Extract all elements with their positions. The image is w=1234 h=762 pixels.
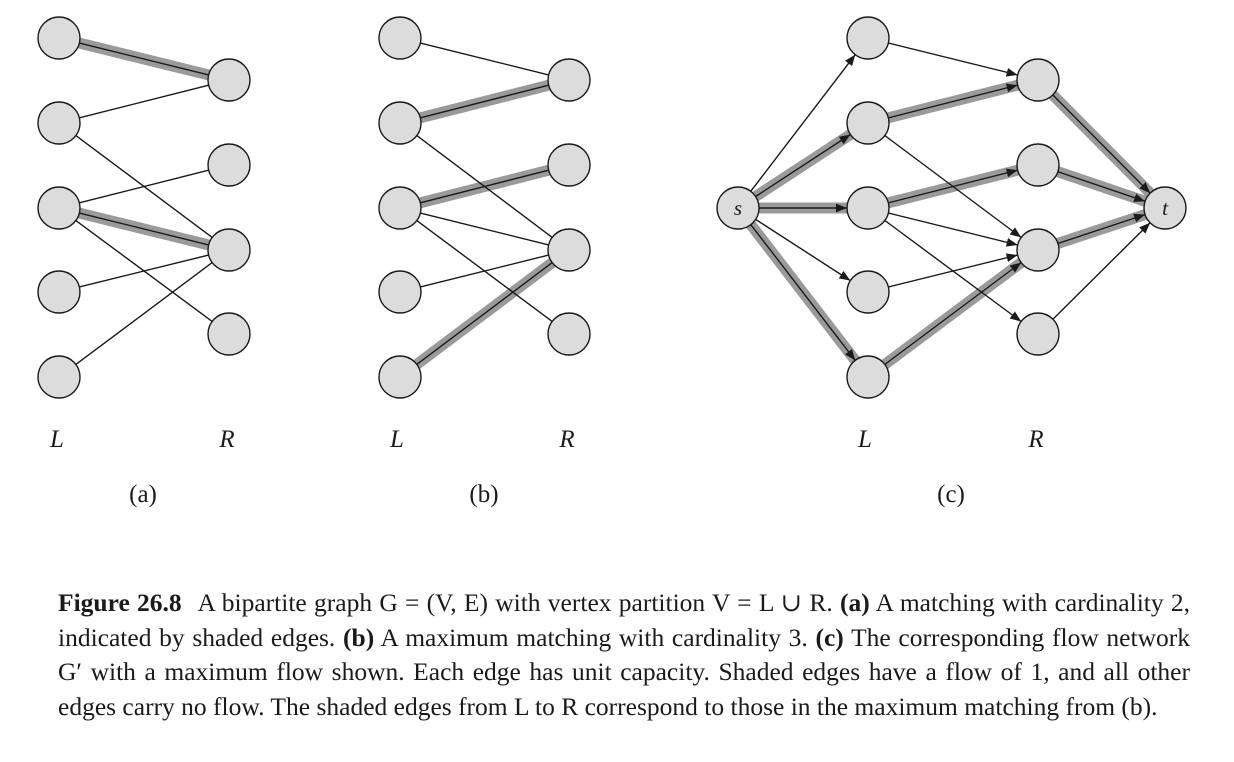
vertex-source: [716, 186, 760, 230]
edge-l2-r1: [79, 84, 209, 119]
edge-l4-r3: [888, 253, 1018, 288]
edge-r2-t: [1057, 171, 1146, 202]
left-partition-label: L: [857, 426, 872, 453]
caption-part-c-label: (c): [815, 622, 844, 652]
caption-intro: A bipartite graph G = (V, E) with vertex…: [197, 588, 833, 617]
vertex-left-l3: [378, 186, 422, 230]
edge-r1-t: [1052, 94, 1151, 194]
right-partition-label: R: [558, 426, 574, 453]
figure-number: Figure 26.8: [58, 588, 182, 617]
vertex-sink: [1143, 186, 1187, 230]
caption-part-a-text: A matching with cardinality 2, indicated…: [58, 588, 1190, 652]
caption-part-b-label: (b): [343, 622, 375, 652]
vertex-left-l2: [846, 101, 890, 145]
edge-l4-r3: [79, 254, 209, 288]
shade-layer: [78, 37, 210, 251]
edge-s-l5: [750, 224, 856, 361]
shade-layer: [746, 79, 1155, 369]
vertex-left-l4: [37, 270, 81, 314]
vertex-left-l5: [37, 355, 81, 399]
panel-label: (a): [129, 481, 157, 508]
vertex-left-l4: [378, 270, 422, 314]
edge-l2-r1: [888, 83, 1018, 119]
vertex-right-r4: [547, 312, 591, 356]
vertex-right-r2: [1016, 143, 1060, 187]
caption-part-c-text: The corresponding flow network G′ with a…: [58, 622, 1190, 721]
edge-layer: [750, 42, 1151, 365]
edge-l3-r3: [79, 212, 209, 246]
left-partition-label: L: [389, 426, 404, 453]
panel-a: L R (a): [37, 16, 251, 508]
shade-layer: [413, 79, 556, 369]
edge-l5-r3: [416, 262, 553, 365]
vertex-right-r2: [547, 143, 591, 187]
vertex-right-r1: [547, 58, 591, 102]
edge-l3-r3: [420, 212, 549, 246]
vertex-left-l3: [846, 186, 890, 230]
left-partition-label: L: [49, 426, 64, 453]
edge-s-l4: [755, 218, 851, 282]
edge-l1-r1: [79, 42, 209, 76]
edge-l4-r3: [420, 254, 549, 288]
vertex-right-r4: [1016, 312, 1060, 356]
vertex-right-r2: [207, 143, 251, 187]
node-layer: [37, 16, 251, 399]
edge-r4-t: [1052, 222, 1151, 320]
edge-layer: [75, 42, 213, 365]
panel-c: s tL R(c): [716, 16, 1187, 508]
edge-l3-r2: [420, 169, 549, 204]
vertex-right-r3: [207, 228, 251, 272]
panel-b: L R (b): [378, 16, 591, 508]
figure-caption: Figure 26.8 A bipartite graph G = (V, E)…: [58, 586, 1190, 724]
vertex-left-l2: [378, 101, 422, 145]
vertex-left-l2: [37, 101, 81, 145]
edge-r3-t: [1057, 213, 1146, 245]
caption-part-a-label: (a): [839, 588, 870, 617]
panel-label: (b): [469, 481, 498, 508]
node-layer: [378, 16, 591, 399]
figure-diagram: L R(a) L R(b) s tL R(c): [37, 16, 1187, 508]
source-label: s: [734, 196, 742, 220]
right-partition-label: R: [1027, 426, 1043, 453]
edge-layer: [416, 42, 553, 365]
edge-l5-r3: [884, 262, 1022, 365]
vertex-right-r1: [207, 58, 251, 102]
vertex-left-l1: [846, 16, 890, 60]
vertex-left-l4: [846, 270, 890, 314]
vertex-left-l5: [378, 355, 422, 399]
vertex-right-r3: [547, 228, 591, 272]
vertex-right-r4: [207, 312, 251, 356]
sink-label: t: [1162, 196, 1169, 220]
vertex-left-l1: [37, 16, 81, 60]
edge-l5-r3: [75, 262, 213, 365]
caption-part-b-text: A maximum matching with cardinality 3.: [380, 622, 808, 652]
vertex-left-l5: [846, 355, 890, 399]
vertex-left-l1: [378, 16, 422, 60]
edge-l2-r1: [420, 84, 549, 119]
edge-s-l1: [750, 54, 856, 192]
vertex-right-r3: [1016, 228, 1060, 272]
edge-s-l2: [755, 133, 851, 198]
edge-l3-r3: [888, 212, 1018, 247]
edge-l3-r2: [79, 169, 209, 204]
edge-l1-r1: [420, 42, 549, 76]
edge-l1-r1: [888, 42, 1018, 77]
panel-label: (c): [937, 481, 965, 508]
edge-l3-r2: [888, 168, 1018, 204]
vertex-left-l3: [37, 186, 81, 230]
right-partition-label: R: [218, 426, 234, 453]
vertex-right-r1: [1016, 58, 1060, 102]
